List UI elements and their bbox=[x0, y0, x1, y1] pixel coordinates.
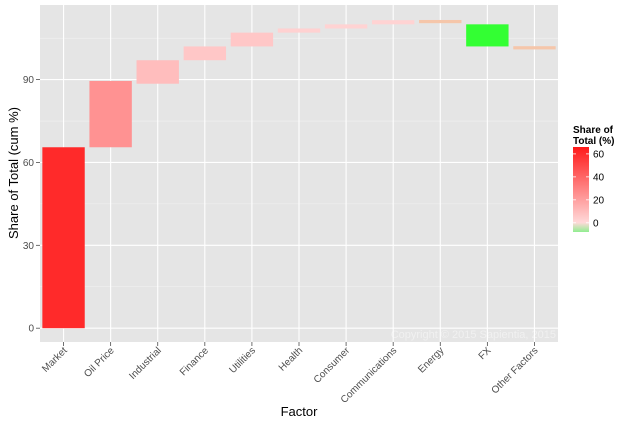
watermark: Copyright © 2015 Sapientia, 2015 bbox=[391, 329, 556, 341]
legend: Share of Total (%) 0 20 40 60 bbox=[573, 125, 614, 232]
bar-fx bbox=[466, 24, 509, 47]
x-tick-label: Market bbox=[40, 345, 70, 375]
x-tick-label: Finance bbox=[178, 345, 211, 378]
x-tick-label: Utilities bbox=[227, 345, 258, 376]
y-axis-title: Share of Total (cum %) bbox=[6, 107, 21, 239]
x-tick-label: FX bbox=[477, 345, 494, 362]
legend-title-line-1: Share of bbox=[573, 125, 614, 136]
bar-oil-price bbox=[89, 80, 132, 148]
legend-title-line-2: Total (%) bbox=[573, 136, 614, 147]
x-axis-title: Factor bbox=[281, 404, 319, 419]
x-tick-label: Industrial bbox=[127, 345, 163, 381]
legend-tick-label: 60 bbox=[593, 149, 605, 160]
y-axis-ticks: 0 30 60 90 bbox=[23, 75, 40, 335]
x-tick-label: Energy bbox=[416, 345, 446, 375]
legend-ticks: 0 20 40 60 bbox=[573, 149, 605, 229]
y-tick-label: 30 bbox=[23, 241, 35, 252]
legend-tick-label: 0 bbox=[593, 218, 599, 229]
legend-tick-label: 20 bbox=[593, 195, 605, 206]
bar-consumer bbox=[324, 24, 368, 29]
x-tick-label: Consumer bbox=[312, 345, 353, 386]
legend-colorbar bbox=[573, 147, 589, 232]
bar-energy bbox=[419, 19, 462, 24]
y-tick-label: 0 bbox=[28, 324, 34, 335]
bar-utilities bbox=[230, 32, 274, 47]
bar-finance bbox=[183, 46, 227, 61]
y-tick-label: 90 bbox=[23, 75, 35, 86]
bar-communications bbox=[371, 20, 415, 25]
legend-tick-label: 40 bbox=[593, 172, 605, 183]
bar-industrial bbox=[136, 60, 179, 84]
x-tick-label: Other Factors bbox=[490, 345, 541, 396]
bar-market bbox=[42, 147, 85, 329]
bar-health bbox=[277, 28, 321, 33]
x-axis-ticks: Market Oil Price Industrial Finance Utilitie… bbox=[40, 342, 541, 406]
x-tick-label: Health bbox=[277, 345, 305, 373]
x-tick-label: Oil Price bbox=[82, 345, 117, 380]
bars bbox=[42, 19, 556, 329]
y-tick-label: 60 bbox=[23, 158, 35, 169]
bar-other-factors bbox=[513, 46, 556, 50]
